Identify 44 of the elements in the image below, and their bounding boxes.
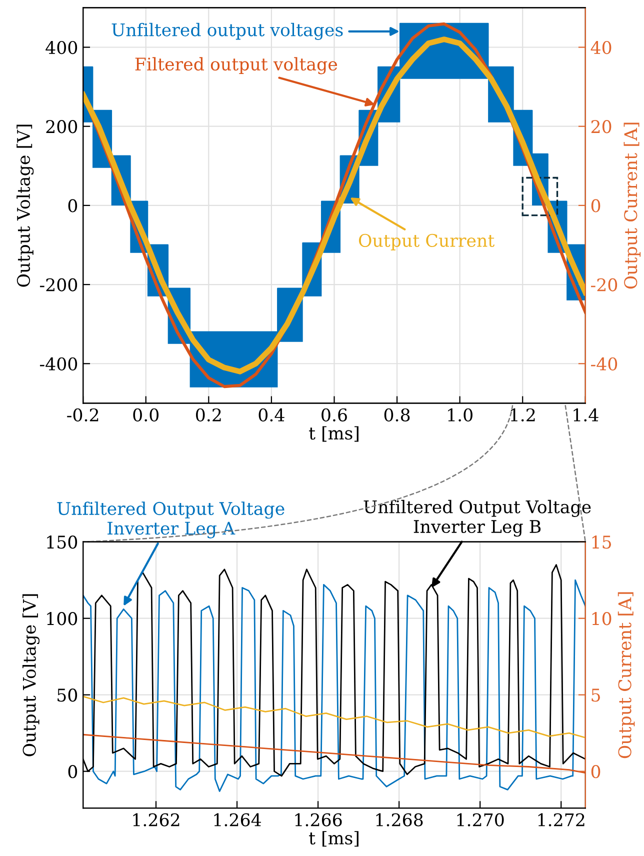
annotation: Filtered output voltage (135, 57, 338, 74)
x-axis-title: t [ms] (309, 426, 358, 442)
x-tick-label: 0.6 (322, 408, 347, 422)
x-tick-label: 1.264 (214, 813, 261, 826)
x-tick-label: 1.272 (538, 813, 584, 826)
y2-tick-label: 0 (591, 199, 600, 212)
x-tick-label: 1.270 (457, 813, 504, 826)
y-axis-title: Output Voltage [V] (22, 594, 40, 756)
y2-tick-label: -20 (591, 278, 618, 292)
y2-tick-label: 40 (590, 40, 612, 54)
y-tick-label: -400 (40, 357, 78, 370)
y2-tick-label: -40 (591, 357, 618, 370)
line-series (83, 696, 586, 738)
x-tick-label: 1.4 (574, 408, 598, 422)
y2-tick-label: 0 (591, 765, 600, 778)
y2-tick-label: 10 (592, 612, 612, 626)
y2-axis-title: Output Current [A] (618, 592, 635, 758)
x-tick-label: 0.2 (196, 408, 221, 422)
x-tick-label: 1.262 (133, 813, 180, 826)
x-tick-label: 0.0 (133, 408, 159, 422)
line-series (83, 734, 586, 774)
x-tick-label: 1.2 (510, 408, 535, 422)
y2-axis-title: Output Current [A] (624, 122, 641, 289)
x-tick-label: 1.268 (376, 813, 423, 826)
x-tick-label: 1.0 (448, 408, 472, 422)
y-tick-label: 0 (68, 199, 78, 212)
annotation: Output Current (358, 234, 495, 250)
y-axis-title: Output Voltage [V] (16, 124, 34, 287)
y-tick-label: 100 (47, 612, 78, 626)
x-tick-label: 0.8 (384, 408, 410, 422)
annotation: Unfiltered Output Voltage Inverter Leg B (364, 500, 591, 537)
annotation: Unfiltered output voltages (112, 22, 343, 40)
y-tick-label: -200 (40, 278, 78, 292)
y2-tick-label: 5 (592, 688, 600, 702)
y2-tick-label: 15 (592, 536, 612, 549)
y-tick-label: 200 (46, 120, 78, 134)
x-axis-title: t [ms] (309, 831, 358, 847)
y-tick-label: 0 (68, 765, 78, 778)
y-tick-label: 400 (46, 40, 78, 54)
x-tick-label: -0.2 (67, 408, 98, 422)
y2-tick-label: 20 (591, 120, 612, 134)
x-tick-label: 0.4 (258, 408, 284, 422)
x-tick-label: 1.266 (295, 813, 342, 826)
y-tick-label: 50 (58, 688, 78, 702)
